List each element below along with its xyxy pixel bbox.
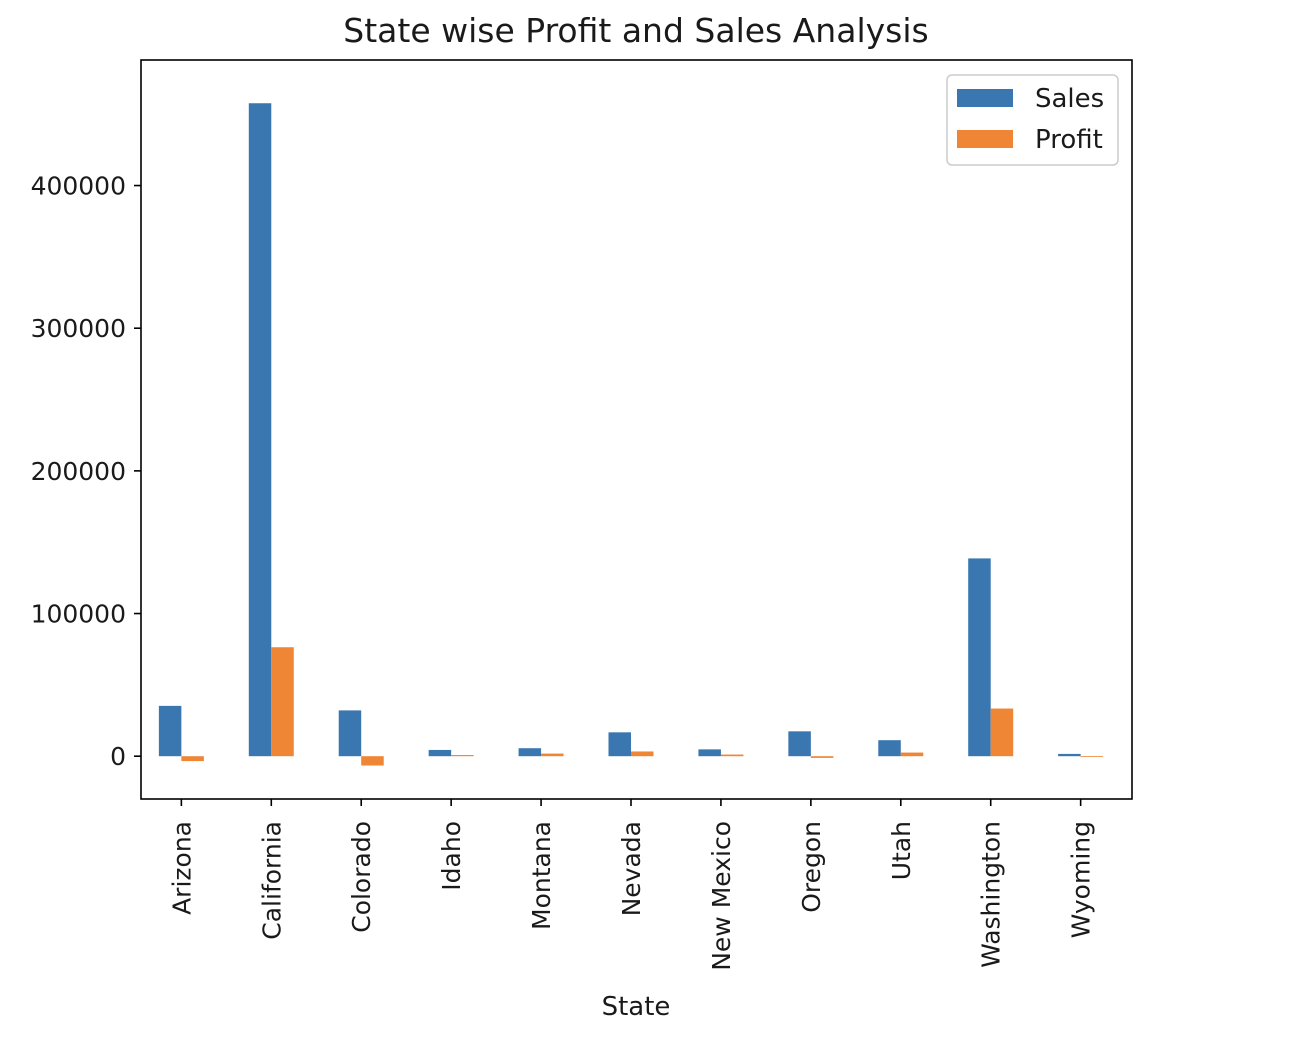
x-tick-label-arizona: Arizona <box>167 821 196 915</box>
bar-sales-utah <box>878 740 901 757</box>
bar-sales-nevada <box>608 732 631 757</box>
bar-profit-montana <box>541 753 564 757</box>
x-tick-label-idaho: Idaho <box>437 821 466 891</box>
bar-sales-washington <box>968 558 991 757</box>
x-tick-label-wyoming: Wyoming <box>1067 821 1096 938</box>
axes-frame <box>140 59 1133 800</box>
bar-profit-arizona <box>181 756 204 762</box>
x-tick-label-nevada: Nevada <box>617 821 646 916</box>
bar-sales-california <box>248 103 272 757</box>
bar-profit-colorado <box>361 756 384 766</box>
x-axis-label: State <box>602 992 671 1022</box>
bar-sales-montana <box>518 748 542 757</box>
y-tick-label: 100000 <box>31 600 126 629</box>
bar-profit-utah <box>900 752 924 757</box>
legend-swatch-sales <box>957 89 1013 107</box>
x-tick-label-new-mexico: New Mexico <box>707 821 736 971</box>
bar-profit-oregon <box>810 756 834 758</box>
bar-sales-oregon <box>788 731 811 757</box>
bar-profit-idaho <box>451 755 474 757</box>
x-tick-label-oregon: Oregon <box>797 821 826 913</box>
bar-sales-new-mexico <box>698 749 721 757</box>
x-axis: Arizona California Colorado Idaho Montana Nev… <box>167 799 1096 971</box>
x-tick-label-washington: Washington <box>977 821 1006 968</box>
y-axis: 0 100000 200000 300000 400000 <box>31 172 141 771</box>
legend-label-profit: Profit <box>1035 125 1103 155</box>
x-tick-label-utah: Utah <box>887 821 916 880</box>
bar-sales-idaho <box>428 749 452 757</box>
bar-profit-california <box>271 647 294 757</box>
bar-profit-new-mexico <box>720 754 744 757</box>
bar-sales-arizona <box>158 705 182 757</box>
plot-area <box>158 103 1104 766</box>
x-tick-label-california: California <box>257 821 286 940</box>
x-tick-label-colorado: Colorado <box>347 821 376 933</box>
y-tick-label: 200000 <box>31 457 126 486</box>
bar-profit-washington <box>990 708 1014 757</box>
y-tick-label: 400000 <box>31 172 126 201</box>
y-tick-label: 0 <box>110 742 126 771</box>
bar-sales-colorado <box>338 710 362 757</box>
legend: Sales Profit <box>946 74 1119 166</box>
legend-swatch-profit <box>957 130 1013 148</box>
chart-title: State wise Profit and Sales Analysis <box>343 11 928 50</box>
legend-label-sales: Sales <box>1035 84 1104 114</box>
y-tick-label: 300000 <box>31 314 126 343</box>
bar-sales-wyoming <box>1058 753 1081 757</box>
bar-profit-nevada <box>631 751 654 757</box>
x-tick-label-montana: Montana <box>527 821 556 930</box>
bar-profit-wyoming <box>1080 756 1104 757</box>
